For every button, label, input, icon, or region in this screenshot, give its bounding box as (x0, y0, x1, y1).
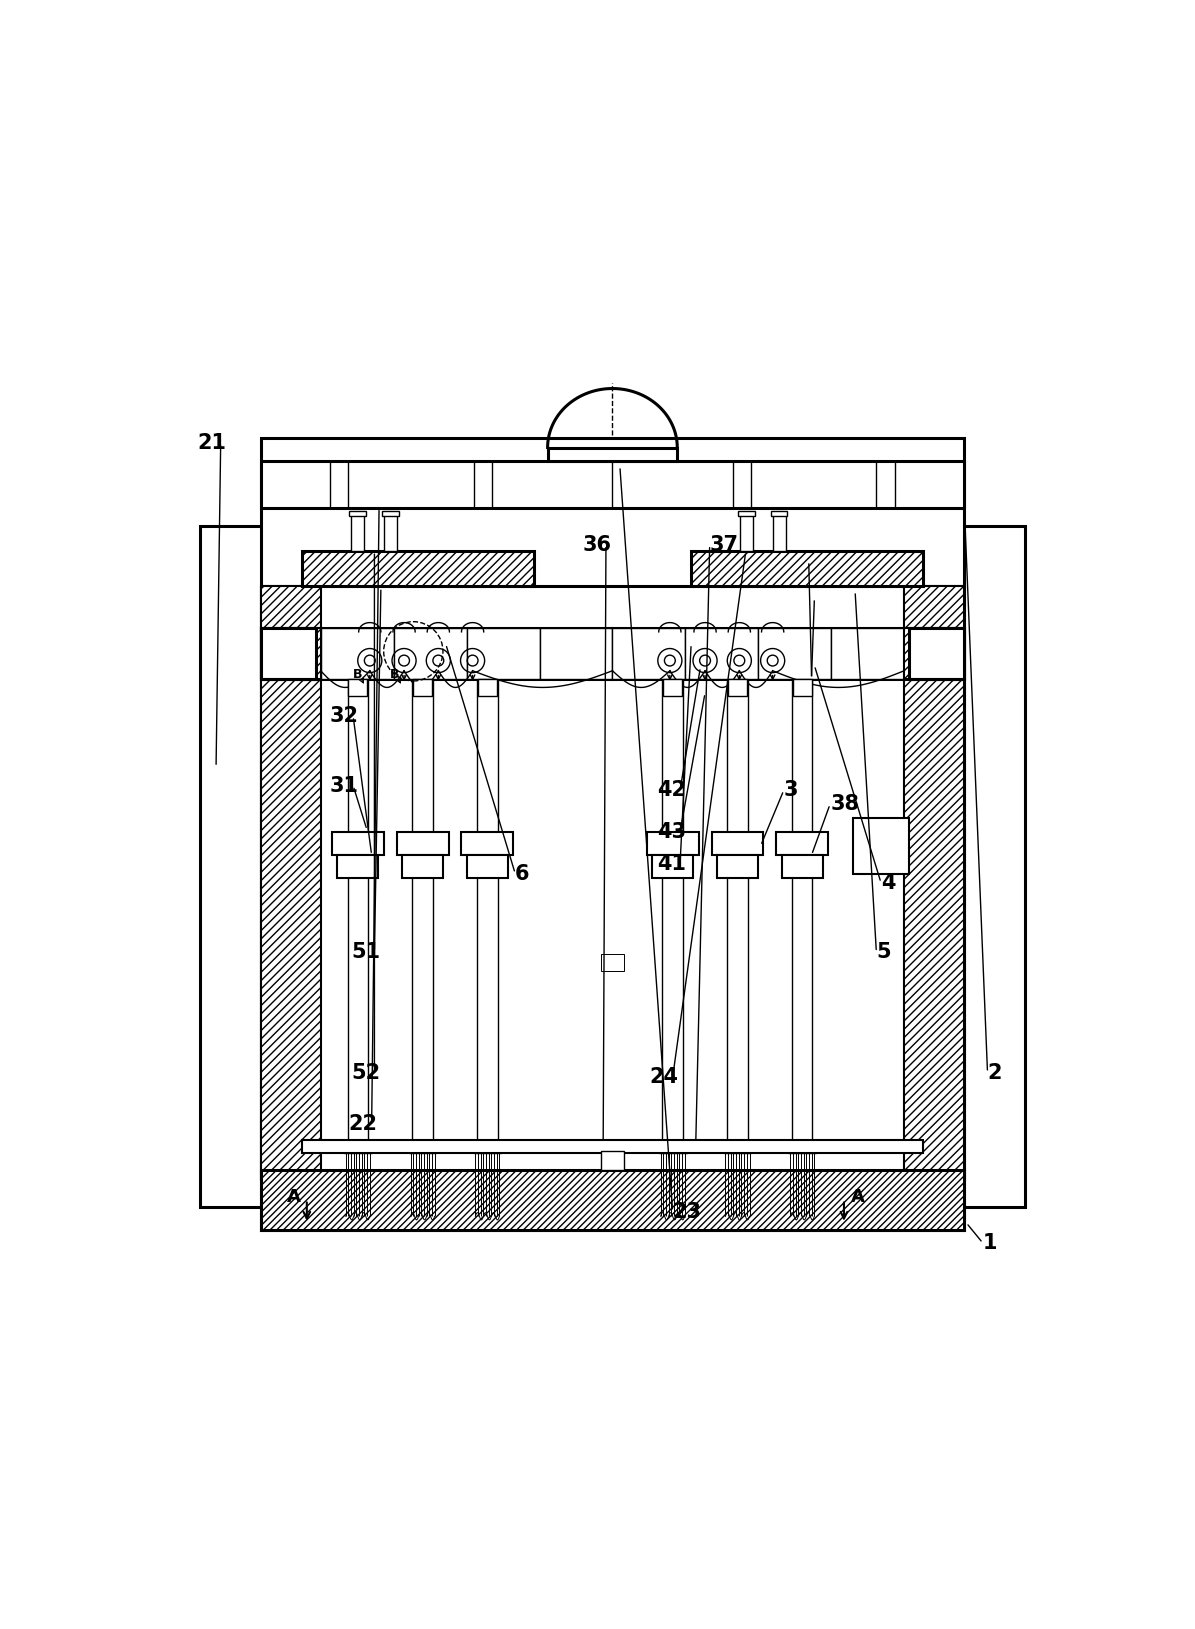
Text: B: B (354, 668, 362, 681)
Bar (201, 526, 280, 1207)
Bar (728, 679, 747, 696)
Bar (728, 679, 748, 1142)
Text: 22: 22 (349, 1114, 378, 1134)
Text: 1: 1 (982, 1233, 998, 1253)
Bar (261, 586, 964, 1179)
Bar (539, 629, 612, 679)
Bar (691, 551, 923, 586)
Bar (409, 1140, 436, 1153)
Text: 23: 23 (673, 1202, 701, 1222)
Bar (261, 629, 315, 679)
Text: 38: 38 (831, 793, 859, 814)
Bar (792, 679, 813, 1142)
Bar (461, 832, 514, 855)
Bar (261, 629, 320, 679)
Bar (612, 629, 686, 679)
Bar (711, 832, 764, 855)
Bar (412, 679, 433, 1142)
Text: 31: 31 (330, 775, 358, 795)
Text: 37: 37 (710, 534, 739, 555)
Polygon shape (905, 586, 964, 1179)
Bar (467, 855, 508, 878)
Text: 52: 52 (351, 1062, 380, 1083)
Text: 42: 42 (657, 780, 686, 800)
Bar (789, 1140, 816, 1153)
Text: 4: 4 (881, 873, 895, 893)
Bar (337, 855, 378, 878)
Text: 32: 32 (330, 705, 358, 727)
Bar (382, 512, 398, 516)
Bar (332, 832, 384, 855)
Bar (261, 461, 964, 508)
Text: A: A (851, 1188, 865, 1205)
Bar (601, 955, 624, 971)
Bar (905, 629, 964, 679)
Bar (662, 679, 682, 1142)
Polygon shape (261, 586, 320, 1179)
Bar (782, 855, 822, 878)
Text: 41: 41 (657, 854, 686, 875)
Text: 36: 36 (583, 534, 612, 555)
Bar (473, 1140, 502, 1153)
Bar (946, 526, 1024, 1207)
Bar (908, 629, 964, 679)
Bar (384, 515, 397, 551)
Bar (771, 512, 788, 516)
Bar (261, 438, 964, 1230)
Text: 24: 24 (650, 1067, 679, 1087)
Bar (477, 679, 497, 1142)
Bar (652, 855, 693, 878)
Bar (478, 679, 497, 696)
Text: A: A (287, 1188, 300, 1205)
Bar (349, 679, 367, 696)
Text: 51: 51 (351, 942, 380, 963)
Bar (793, 679, 811, 696)
Bar (320, 629, 393, 679)
Bar (773, 515, 785, 551)
Bar (393, 629, 466, 679)
Bar (646, 832, 699, 855)
Text: 43: 43 (657, 823, 686, 842)
Bar (348, 679, 368, 1142)
Bar (302, 1140, 923, 1153)
Bar (612, 629, 964, 679)
Bar (740, 515, 753, 551)
Bar (351, 515, 364, 551)
Bar (547, 448, 678, 461)
Bar (261, 1170, 964, 1230)
Bar (832, 629, 905, 679)
Bar (403, 855, 443, 878)
Bar (397, 832, 448, 855)
Text: 5: 5 (876, 942, 891, 963)
Bar (777, 832, 828, 855)
Bar (302, 551, 534, 586)
Bar (686, 629, 759, 679)
Bar (853, 818, 909, 873)
Text: B: B (390, 668, 399, 681)
Text: 3: 3 (784, 780, 798, 800)
Text: 2: 2 (987, 1062, 1003, 1083)
Text: 21: 21 (197, 433, 227, 453)
Bar (663, 679, 682, 696)
Bar (717, 855, 758, 878)
Bar (466, 629, 539, 679)
Bar (759, 629, 832, 679)
Bar (601, 1152, 624, 1170)
Text: 6: 6 (515, 863, 529, 883)
Bar (344, 1140, 372, 1153)
Bar (658, 1140, 686, 1153)
Bar (739, 512, 755, 516)
Bar (261, 629, 612, 679)
Bar (723, 1140, 752, 1153)
Bar (349, 512, 366, 516)
Bar (413, 679, 431, 696)
